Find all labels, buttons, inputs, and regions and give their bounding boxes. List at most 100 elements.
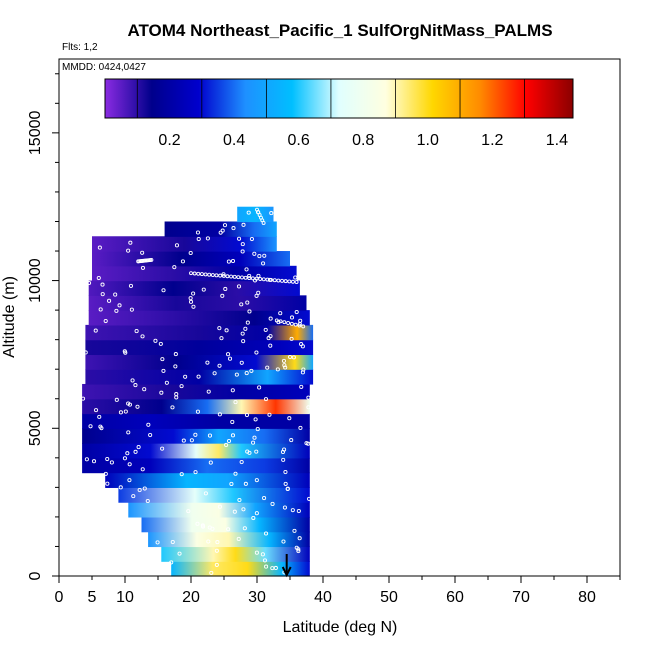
heatmap-row (85, 339, 314, 356)
sample-point (267, 277, 272, 282)
sample-point (261, 277, 266, 282)
sample-point (294, 545, 299, 550)
sample-point (297, 536, 302, 541)
sample-point (229, 481, 234, 487)
sample-point (240, 331, 245, 336)
sample-point (246, 210, 251, 215)
sample-point (233, 471, 238, 476)
x-tick-label: 80 (578, 589, 596, 606)
sample-point (265, 277, 270, 282)
sample-point (283, 365, 288, 370)
heatmap-cells (82, 206, 314, 577)
sample-point (239, 360, 244, 365)
colorbar-gradient (104, 78, 574, 119)
sample-point (230, 388, 235, 393)
sample-point (304, 441, 309, 446)
sample-point (91, 459, 97, 464)
sample-point (196, 271, 201, 276)
sample-point (254, 478, 259, 483)
sample-point (283, 470, 288, 475)
sample-point (137, 487, 142, 493)
arrow-head (281, 566, 292, 578)
sample-point (264, 564, 269, 569)
sample-point (288, 355, 293, 360)
sample-point (181, 438, 186, 443)
sample-point (161, 368, 166, 373)
sample-point (255, 427, 260, 432)
sample-point (249, 236, 254, 242)
sample-point (270, 501, 275, 507)
sample-point (148, 433, 153, 438)
sample-point (263, 531, 269, 536)
sample-point (300, 370, 305, 375)
sample-point (244, 371, 249, 376)
sample-point (254, 550, 259, 555)
heatmap-row (92, 251, 290, 267)
sample-point (283, 279, 288, 284)
heatmap-row (164, 221, 277, 237)
x-tick-label: 10 (116, 589, 134, 606)
x-axis: 0 5 10 20 30 40 50 60 70 80 (55, 576, 621, 606)
sample-point (140, 250, 145, 255)
heatmap-row (105, 472, 310, 488)
arrow-marker (281, 554, 292, 578)
sample-point (273, 565, 278, 571)
sample-point (130, 378, 135, 383)
sample-point (252, 435, 257, 440)
sample-point (241, 339, 246, 344)
sample-point (261, 261, 266, 266)
sample-point (297, 323, 302, 328)
sample-point (128, 240, 133, 245)
x-tick-label: 0 (55, 589, 64, 606)
sample-point (258, 277, 263, 281)
x-tick-label: 60 (446, 589, 464, 606)
sample-point (221, 272, 226, 277)
sample-point (195, 521, 200, 526)
sample-point (249, 368, 254, 373)
x-tick-label: 20 (182, 589, 200, 606)
sample-point (206, 539, 211, 544)
sample-point (173, 364, 178, 369)
sample-point (210, 273, 215, 277)
sample-point (179, 472, 184, 477)
sample-point (195, 409, 200, 414)
sample-point (242, 526, 247, 531)
sample-point (188, 299, 194, 304)
sample-point (118, 410, 123, 415)
sample-point (140, 467, 145, 472)
sample-point (293, 322, 298, 327)
sample-point (225, 274, 230, 279)
colorbar-tick-label: 0.6 (288, 132, 310, 149)
heatmap-row (88, 280, 300, 296)
sample-point (226, 527, 231, 532)
sample-point (243, 481, 248, 486)
sample-point (97, 245, 102, 250)
sample-point (161, 288, 166, 293)
sample-point (133, 383, 138, 388)
sample-point (173, 352, 178, 357)
heatmap-row (85, 324, 314, 341)
sample-point (301, 324, 306, 329)
sample-point (282, 505, 287, 510)
sample-point (135, 404, 140, 409)
sample-point (206, 389, 211, 394)
sample-point (207, 272, 212, 277)
sample-point (278, 311, 283, 316)
sample-point (201, 287, 206, 292)
sample-point (122, 456, 127, 461)
sample-point (200, 523, 205, 528)
sample-point (205, 236, 210, 241)
sample-point (218, 230, 223, 235)
sample-point (224, 442, 229, 447)
sample-point (289, 336, 294, 341)
sample-point (298, 318, 303, 323)
sample-point (247, 309, 252, 314)
sample-point (282, 320, 287, 325)
sample-point (245, 300, 250, 305)
heatmap-row (161, 546, 310, 562)
sample-point (292, 528, 297, 533)
sample-point (257, 385, 262, 390)
sample-point (281, 358, 287, 363)
sample-point (239, 460, 244, 465)
heatmap-row (82, 443, 310, 459)
